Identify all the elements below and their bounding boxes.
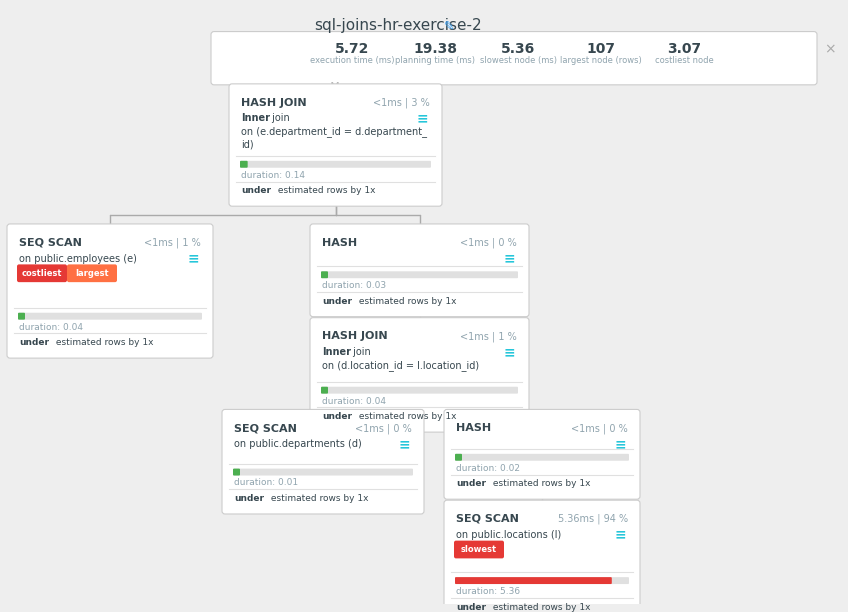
FancyBboxPatch shape: [67, 264, 117, 282]
Text: under: under: [234, 494, 264, 503]
Text: HASH JOIN: HASH JOIN: [322, 332, 388, 341]
Text: estimated rows by 1x: estimated rows by 1x: [356, 412, 456, 422]
Text: under: under: [456, 603, 486, 612]
FancyBboxPatch shape: [17, 264, 67, 282]
Text: Inner: Inner: [241, 113, 270, 124]
FancyBboxPatch shape: [444, 409, 640, 499]
Text: duration: 0.04: duration: 0.04: [19, 323, 83, 332]
Text: under: under: [456, 479, 486, 488]
Text: ≡: ≡: [614, 437, 626, 451]
FancyBboxPatch shape: [233, 469, 240, 476]
Text: duration: 0.02: duration: 0.02: [456, 464, 520, 472]
Text: 5.36: 5.36: [501, 42, 535, 56]
Text: <1ms | 3 %: <1ms | 3 %: [373, 98, 430, 108]
Text: SEQ SCAN: SEQ SCAN: [19, 237, 82, 248]
Text: costliest node: costliest node: [655, 56, 713, 65]
Text: estimated rows by 1x: estimated rows by 1x: [268, 494, 369, 503]
Text: <1ms | 1 %: <1ms | 1 %: [144, 237, 201, 248]
FancyBboxPatch shape: [455, 577, 629, 584]
Text: estimated rows by 1x: estimated rows by 1x: [356, 297, 456, 306]
Text: HASH JOIN: HASH JOIN: [241, 98, 307, 108]
Text: <1ms | 1 %: <1ms | 1 %: [460, 332, 517, 342]
FancyBboxPatch shape: [222, 409, 424, 514]
Text: planning time (ms): planning time (ms): [395, 56, 475, 65]
Text: under: under: [19, 338, 49, 348]
Text: under: under: [241, 187, 271, 195]
Text: ≡: ≡: [504, 345, 515, 359]
Text: Inner: Inner: [322, 347, 351, 357]
Text: execution time (ms): execution time (ms): [310, 56, 394, 65]
FancyBboxPatch shape: [454, 540, 504, 558]
FancyBboxPatch shape: [18, 313, 202, 319]
Text: <1ms | 0 %: <1ms | 0 %: [572, 424, 628, 434]
Text: slowest: slowest: [461, 545, 497, 554]
FancyBboxPatch shape: [233, 469, 413, 476]
Text: 5.36ms | 94 %: 5.36ms | 94 %: [558, 514, 628, 524]
FancyBboxPatch shape: [321, 271, 518, 278]
Text: ≡: ≡: [187, 252, 199, 266]
FancyBboxPatch shape: [455, 577, 611, 584]
FancyBboxPatch shape: [18, 313, 25, 319]
Text: <1ms | 0 %: <1ms | 0 %: [460, 237, 517, 248]
Text: duration: 0.04: duration: 0.04: [322, 397, 386, 406]
Text: join: join: [269, 113, 290, 124]
Text: on (d.location_id = l.location_id): on (d.location_id = l.location_id): [322, 360, 479, 371]
FancyBboxPatch shape: [240, 161, 248, 168]
Text: costliest: costliest: [22, 269, 62, 278]
Text: 5.72: 5.72: [335, 42, 369, 56]
Text: ≡: ≡: [416, 111, 428, 125]
FancyBboxPatch shape: [240, 161, 431, 168]
Text: on (e.department_id = d.department_: on (e.department_id = d.department_: [241, 126, 427, 137]
Text: duration: 0.14: duration: 0.14: [241, 171, 305, 180]
Text: ✎: ✎: [444, 20, 455, 32]
Text: under: under: [322, 297, 352, 306]
Text: on public.employees (e): on public.employees (e): [19, 253, 137, 264]
Text: <1ms | 0 %: <1ms | 0 %: [355, 424, 412, 434]
Text: slowest node (ms): slowest node (ms): [479, 56, 556, 65]
Text: duration: 5.36: duration: 5.36: [456, 587, 520, 596]
Text: largest: largest: [75, 269, 109, 278]
Text: duration: 0.03: duration: 0.03: [322, 281, 386, 290]
FancyBboxPatch shape: [7, 224, 213, 358]
Text: ≡: ≡: [504, 252, 515, 266]
Text: SEQ SCAN: SEQ SCAN: [234, 424, 297, 433]
FancyBboxPatch shape: [455, 454, 462, 461]
Text: HASH: HASH: [322, 237, 357, 248]
Text: estimated rows by 1x: estimated rows by 1x: [490, 603, 590, 612]
FancyBboxPatch shape: [455, 454, 629, 461]
Text: estimated rows by 1x: estimated rows by 1x: [490, 479, 590, 488]
Text: largest node (rows): largest node (rows): [561, 56, 642, 65]
Text: duration: 0.01: duration: 0.01: [234, 479, 298, 488]
Text: on public.locations (l): on public.locations (l): [456, 530, 561, 540]
Text: ≡: ≡: [614, 528, 626, 542]
Text: 19.38: 19.38: [413, 42, 457, 56]
FancyBboxPatch shape: [444, 500, 640, 612]
Text: ×: ×: [824, 42, 836, 56]
Text: ≡: ≡: [399, 437, 410, 451]
Text: on public.departments (d): on public.departments (d): [234, 439, 362, 449]
FancyBboxPatch shape: [211, 32, 817, 85]
Text: estimated rows by 1x: estimated rows by 1x: [275, 187, 376, 195]
Text: under: under: [322, 412, 352, 422]
Text: sql-joins-hr-exercise-2: sql-joins-hr-exercise-2: [314, 18, 482, 33]
Text: SEQ SCAN: SEQ SCAN: [456, 514, 519, 524]
Text: 3.07: 3.07: [667, 42, 701, 56]
Text: join: join: [350, 347, 371, 357]
Text: 107: 107: [587, 42, 616, 56]
Text: id): id): [241, 139, 254, 149]
FancyBboxPatch shape: [321, 271, 328, 278]
FancyBboxPatch shape: [310, 224, 529, 316]
FancyBboxPatch shape: [310, 318, 529, 432]
Text: estimated rows by 1x: estimated rows by 1x: [53, 338, 153, 348]
FancyBboxPatch shape: [321, 387, 328, 394]
FancyBboxPatch shape: [229, 84, 442, 206]
FancyBboxPatch shape: [321, 387, 518, 394]
Text: HASH: HASH: [456, 424, 491, 433]
